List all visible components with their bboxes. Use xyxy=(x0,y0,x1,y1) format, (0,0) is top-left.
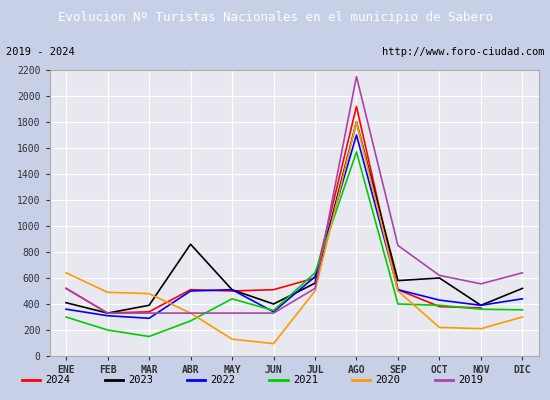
Text: Evolucion Nº Turistas Nacionales en el municipio de Sabero: Evolucion Nº Turistas Nacionales en el m… xyxy=(58,12,492,24)
Text: 2022: 2022 xyxy=(211,375,235,385)
Text: 2021: 2021 xyxy=(293,375,318,385)
Text: 2023: 2023 xyxy=(128,375,153,385)
Text: 2019: 2019 xyxy=(458,375,483,385)
Text: http://www.foro-ciudad.com: http://www.foro-ciudad.com xyxy=(382,48,544,58)
Text: 2020: 2020 xyxy=(376,375,400,385)
Text: 2019 - 2024: 2019 - 2024 xyxy=(6,48,74,58)
Text: 2024: 2024 xyxy=(46,375,70,385)
